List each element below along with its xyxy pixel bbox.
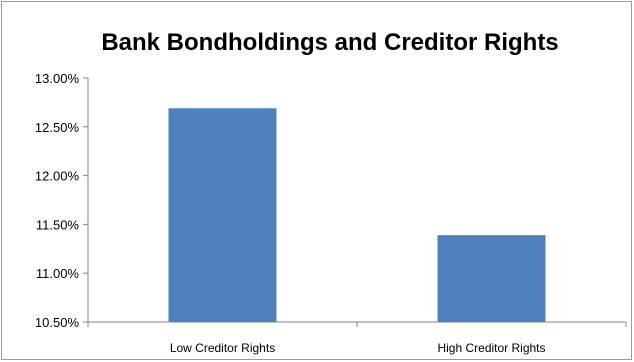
y-tick-label: 12.50% — [35, 120, 80, 135]
bar — [168, 108, 277, 322]
bar — [437, 235, 546, 322]
y-tick-label: 12.00% — [35, 169, 80, 184]
y-tick-label: 11.50% — [36, 217, 80, 232]
y-axis-ticks: 10.50% 11.00% 11.50% 12.00% 12.50% 13.00% — [35, 71, 88, 330]
bars — [168, 108, 546, 322]
x-axis-labels: Low Creditor Rights High Creditor Rights — [170, 341, 546, 355]
x-category-label: Low Creditor Rights — [170, 341, 275, 355]
y-tick-label: 10.50% — [35, 315, 80, 330]
x-category-label: High Creditor Rights — [437, 341, 545, 355]
chart-title: Bank Bondholdings and Creditor Rights — [101, 29, 558, 56]
y-tick-label: 13.00% — [35, 71, 80, 86]
y-tick-label: 11.00% — [36, 266, 80, 281]
